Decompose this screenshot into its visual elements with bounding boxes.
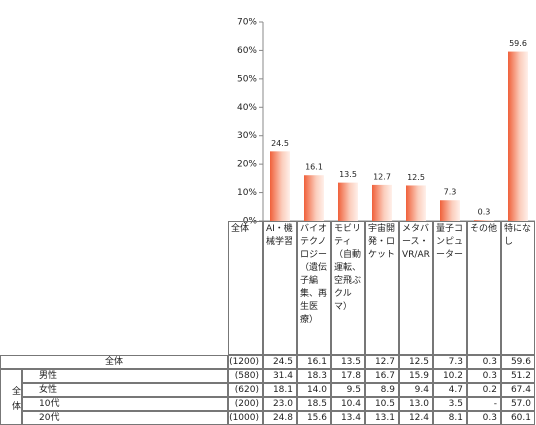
row-n: (580) <box>228 369 263 383</box>
row-label: 20代 <box>22 411 228 425</box>
header-total: 全体 <box>228 221 263 355</box>
value-label: 16.1 <box>305 163 323 172</box>
y-tick-label: 60% <box>237 46 257 56</box>
table-value: 15.9 <box>399 369 433 383</box>
category-header: メタバース・VR/AR <box>399 221 433 355</box>
table-value: 18.1 <box>263 383 297 397</box>
table-value: 10.4 <box>331 397 365 411</box>
table-value: 57.0 <box>501 397 535 411</box>
row-label: 女性 <box>22 383 228 397</box>
table-value: 24.5 <box>263 355 297 369</box>
table-value: 51.2 <box>501 369 535 383</box>
table-value: 12.5 <box>399 355 433 369</box>
category-header: その他 <box>467 221 501 355</box>
y-tick-label: 10% <box>237 188 257 198</box>
table-value: 16.7 <box>365 369 399 383</box>
category-header: AI・機械学習 <box>263 221 297 355</box>
y-tick-label: 20% <box>237 160 257 170</box>
category-header: 宇宙開発・ロケット <box>365 221 399 355</box>
table-value: - <box>467 397 501 411</box>
bar <box>508 51 528 221</box>
row-n: (200) <box>228 397 263 411</box>
category-header: 特になし <box>501 221 535 355</box>
bar <box>270 151 290 221</box>
bar <box>474 220 494 221</box>
table-value: 59.6 <box>501 355 535 369</box>
table-value: 15.6 <box>297 411 331 425</box>
y-tick-label: 40% <box>237 103 257 113</box>
category-header: バイオテクノロジー（遺伝子編集、再生医療） <box>297 221 331 355</box>
table-value: 18.3 <box>297 369 331 383</box>
table-value: 67.4 <box>501 383 535 397</box>
bar <box>372 184 392 221</box>
table-value: 8.1 <box>433 411 467 425</box>
table-value: 24.8 <box>263 411 297 425</box>
row-label: 10代 <box>22 397 228 411</box>
bar <box>406 185 426 221</box>
value-label: 59.6 <box>509 39 527 48</box>
row-label: 全体 <box>0 355 228 369</box>
row-n: (1000) <box>228 411 263 425</box>
table-value: 60.1 <box>501 411 535 425</box>
table-value: 0.3 <box>467 355 501 369</box>
table-value: 31.4 <box>263 369 297 383</box>
value-label: 12.7 <box>373 172 391 181</box>
table-value: 13.1 <box>365 411 399 425</box>
table-value: 9.4 <box>399 383 433 397</box>
group-label: 全体 <box>0 369 22 425</box>
value-label: 7.3 <box>444 188 457 197</box>
table-value: 0.3 <box>467 369 501 383</box>
table-value: 12.4 <box>399 411 433 425</box>
bar <box>440 200 460 221</box>
table-value: 23.0 <box>263 397 297 411</box>
table-value: 13.0 <box>399 397 433 411</box>
row-n: (1200) <box>228 355 263 369</box>
table-value: 10.5 <box>365 397 399 411</box>
value-label: 0.3 <box>478 208 491 217</box>
category-header: 量子コンピューター <box>433 221 467 355</box>
table-value: 8.9 <box>365 383 399 397</box>
category-header: モビリティ（自動運転、空飛ぶクルマ） <box>331 221 365 355</box>
value-label: 13.5 <box>339 170 357 179</box>
table-value: 0.2 <box>467 383 501 397</box>
table-value: 12.7 <box>365 355 399 369</box>
table-value: 4.7 <box>433 383 467 397</box>
value-label: 24.5 <box>271 139 289 148</box>
row-label: 男性 <box>22 369 228 383</box>
y-tick-label: 50% <box>237 74 257 84</box>
value-label: 12.5 <box>407 173 425 182</box>
table-value: 7.3 <box>433 355 467 369</box>
table-value: 10.2 <box>433 369 467 383</box>
table-value: 18.5 <box>297 397 331 411</box>
table-value: 9.5 <box>331 383 365 397</box>
bar <box>338 182 358 221</box>
row-n: (620) <box>228 383 263 397</box>
table-value: 14.0 <box>297 383 331 397</box>
bar <box>304 175 324 221</box>
table-value: 3.5 <box>433 397 467 411</box>
table-value: 16.1 <box>297 355 331 369</box>
table-value: 0.3 <box>467 411 501 425</box>
y-tick-label: 70% <box>237 18 257 28</box>
table-value: 13.5 <box>331 355 365 369</box>
table-value: 13.4 <box>331 411 365 425</box>
table-value: 17.8 <box>331 369 365 383</box>
y-tick-label: 30% <box>237 131 257 141</box>
